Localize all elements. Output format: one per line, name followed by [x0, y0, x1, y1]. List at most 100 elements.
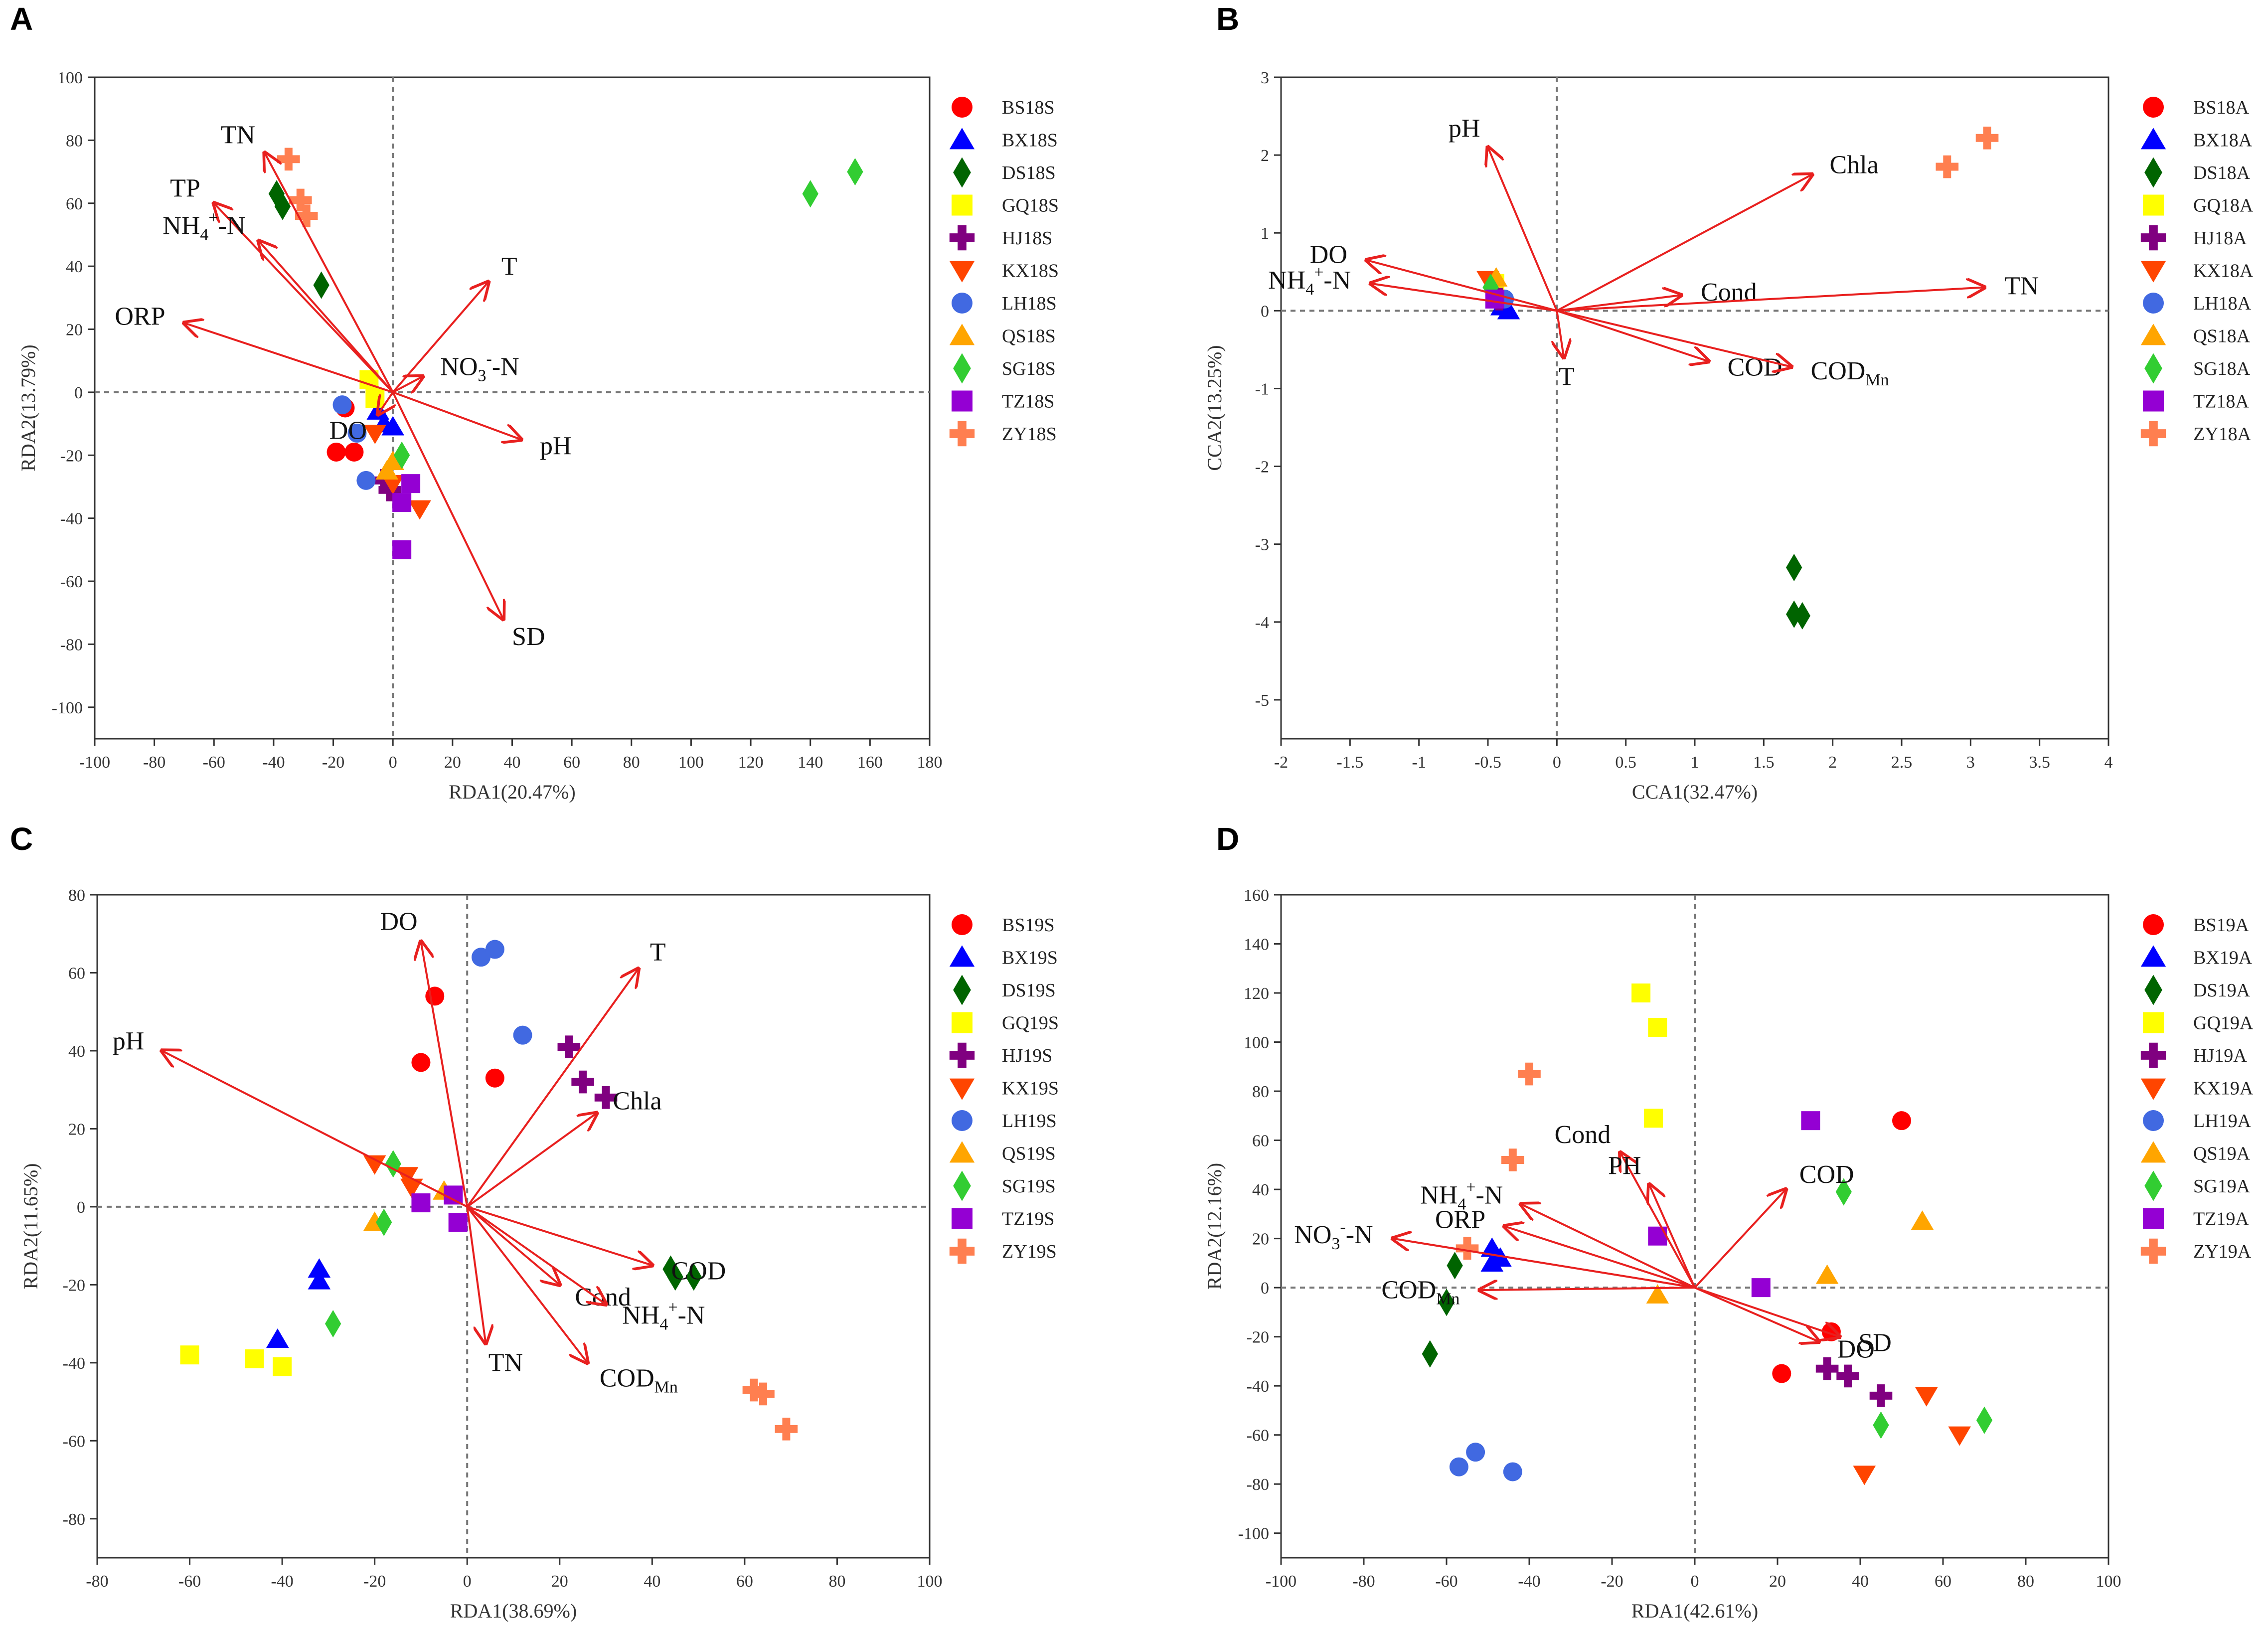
point-DS: [1786, 600, 1802, 628]
legend-marker-QS: [2140, 324, 2166, 345]
x-tick-label: 0: [389, 753, 397, 772]
point-BS: [1772, 1364, 1791, 1383]
point-KX: [363, 1155, 386, 1175]
vector-arrow: [1557, 288, 1984, 312]
x-tick-label: 1.5: [1753, 753, 1775, 772]
legend-marker-LH: [2143, 1110, 2164, 1131]
vector-label: PH: [1608, 1152, 1641, 1180]
x-axis-label: RDA1(20.47%): [449, 781, 575, 803]
vector-arrow: [421, 942, 469, 1207]
legend-marker-BS: [2143, 914, 2164, 935]
y-tick-label: 40: [1252, 1181, 1269, 1199]
point-ZY: [1936, 155, 1959, 178]
vector-label: NH4+-N: [1268, 263, 1351, 299]
legend-label: BX19S: [1002, 948, 1058, 969]
x-tick-label: -80: [1352, 1572, 1375, 1591]
legend-marker-GQ: [2143, 194, 2164, 216]
point-KX: [381, 475, 405, 495]
vector-label: DO: [380, 907, 417, 936]
legend-label: BS19A: [2193, 915, 2249, 936]
legend-label: QS18S: [1002, 326, 1056, 347]
x-tick-label: -1.5: [1336, 753, 1363, 772]
legend-marker-KX: [2140, 1078, 2166, 1100]
x-tick-label: 80: [623, 753, 640, 772]
x-tick-label: 3.5: [2029, 753, 2050, 772]
legend-label: DS18S: [1002, 163, 1056, 183]
point-ZY: [277, 148, 300, 171]
legend-marker-LH: [952, 293, 972, 314]
panel-A: A -100 -80 -60 -40 -20 0 20 40 60 80 100 120 140 160 18…: [10, 1, 1059, 803]
vector-arrow: [1694, 1189, 1786, 1289]
legend-marker-QS: [949, 1141, 975, 1163]
x-tick-label: 80: [2017, 1572, 2034, 1591]
panel-letter: B: [1216, 1, 1239, 37]
vector-arrow: [466, 1206, 587, 1363]
y-tick-label: 60: [68, 964, 85, 982]
legend-marker-LH: [2143, 293, 2164, 314]
x-tick-label: 40: [1852, 1572, 1869, 1591]
vector-arrow: [1479, 1288, 1695, 1290]
legend-marker-TZ: [952, 1208, 972, 1229]
x-axis-label: RDA1(38.69%): [450, 1600, 577, 1622]
legend-marker-DS: [2144, 157, 2162, 188]
x-tick-label: 0: [463, 1572, 472, 1591]
vector-arrow: [378, 391, 393, 414]
vector-label: CODMn: [1381, 1276, 1459, 1308]
x-tick-label: 20: [1769, 1572, 1786, 1591]
point-SG: [385, 1150, 401, 1178]
legend-marker-ZY: [949, 1238, 975, 1264]
vector-label: SD: [1858, 1329, 1891, 1357]
legend-marker-DS: [953, 157, 971, 188]
legend-marker-SG: [953, 1170, 971, 1201]
x-tick-label: 140: [798, 753, 823, 772]
legend-marker-BS: [952, 914, 972, 935]
point-DS: [685, 1263, 702, 1291]
vector-label: TN: [2004, 272, 2039, 300]
legend-marker-DS: [953, 975, 971, 1005]
point-LH: [485, 940, 504, 959]
vector-arrow: [1367, 260, 1557, 312]
point-BS: [485, 1068, 504, 1088]
legend-label: GQ18S: [1002, 195, 1059, 216]
legend-label: GQ18A: [2193, 195, 2254, 216]
point-ZY: [752, 1382, 775, 1406]
y-tick-label: 3: [1261, 69, 1269, 87]
point-LH: [347, 424, 367, 443]
point-HJ: [1836, 1364, 1859, 1388]
vector-arrow: [1488, 148, 1558, 312]
y-tick-label: -2: [1255, 458, 1269, 477]
point-HJ: [1815, 1357, 1839, 1380]
y-tick-label: 40: [68, 1042, 85, 1061]
x-tick-label: 0.5: [1615, 753, 1636, 772]
vector-label: TN: [221, 121, 255, 149]
vector-label: DO: [329, 416, 367, 445]
y-tick-label: -20: [1247, 1328, 1269, 1347]
x-tick-label: 100: [678, 753, 704, 772]
y-tick-label: 0: [1261, 302, 1269, 321]
legend-label: SG19S: [1002, 1176, 1056, 1197]
y-tick-label: 80: [1252, 1083, 1269, 1101]
point-GQ: [365, 389, 385, 408]
point-LH: [1503, 1462, 1522, 1481]
x-tick-label: 120: [738, 753, 764, 772]
point-LH: [356, 471, 376, 490]
point-SG: [1976, 1406, 1993, 1434]
point-BX: [1497, 300, 1520, 320]
vector-label: pH: [113, 1027, 145, 1056]
vector-arrow: [392, 282, 488, 393]
plot-frame: [96, 894, 931, 1559]
point-DS: [268, 180, 285, 208]
point-BX: [266, 1328, 289, 1348]
point-DS: [274, 192, 291, 220]
x-tick-label: -60: [178, 1572, 201, 1591]
y-tick-label: 2: [1261, 147, 1269, 165]
legend-label: LH19A: [2193, 1111, 2252, 1132]
legend-label: BX19A: [2193, 948, 2253, 969]
vector-label: DO: [1837, 1335, 1875, 1363]
point-DS: [1786, 553, 1802, 582]
x-tick-label: 160: [857, 753, 883, 772]
point-KX: [1915, 1387, 1938, 1407]
y-tick-label: -60: [1247, 1427, 1269, 1445]
panel-D: D -100 -80 -60 -40 -20 0 20 40 60 80 100 -100 -80 -60 -…: [1203, 821, 2254, 1622]
x-tick-label: 1: [1691, 753, 1699, 772]
